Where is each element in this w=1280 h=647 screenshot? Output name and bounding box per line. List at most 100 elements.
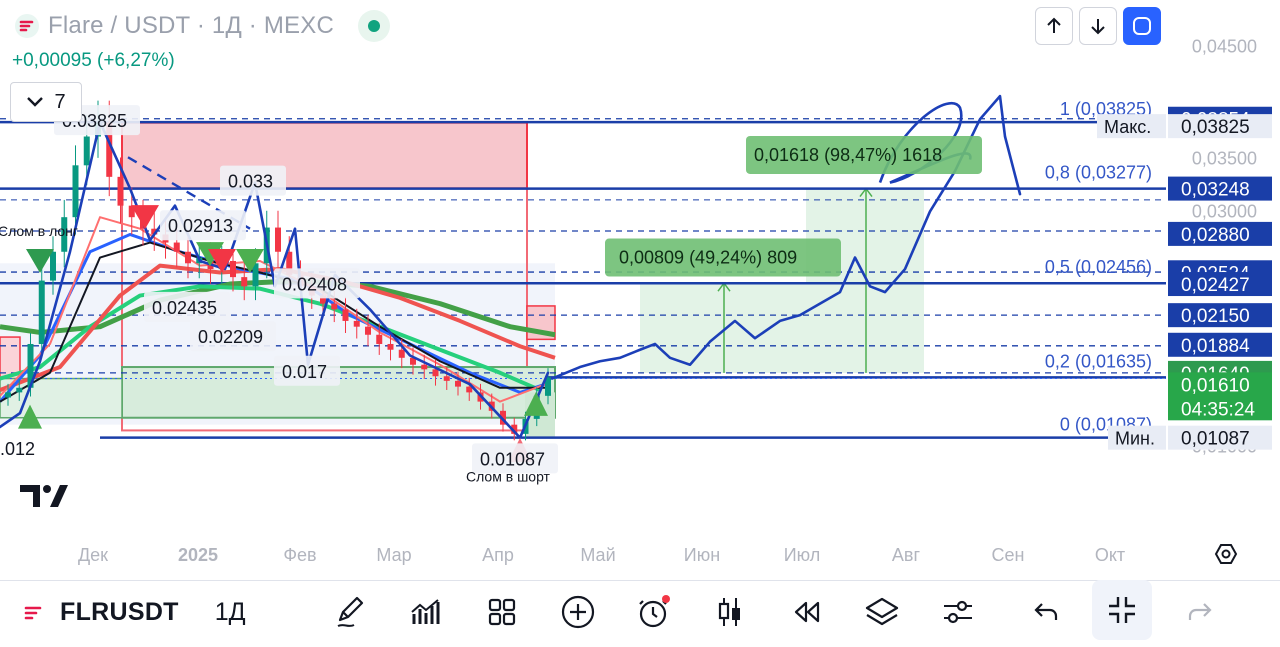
candle-body [410, 357, 416, 365]
price-tag [1168, 114, 1272, 139]
chart-header: Flare / USDT · 1Д · MEXC [14, 10, 390, 42]
layers-icon [865, 597, 899, 626]
candle-body [5, 392, 11, 398]
candle-body [241, 277, 248, 287]
chart-title[interactable]: Flare / USDT · 1Д · MEXC [48, 12, 334, 39]
candle-body [16, 387, 23, 393]
layers-button[interactable] [862, 592, 902, 632]
flare-logo-icon [15, 14, 39, 38]
symbol-selector[interactable]: FLRUSDT 1Д [22, 598, 246, 627]
candle-body [398, 349, 405, 358]
draw-tool-button[interactable] [330, 592, 370, 632]
sell-signal-marker [131, 205, 159, 230]
price-annotation-box [160, 210, 246, 241]
chart-type-button[interactable] [710, 592, 750, 632]
fib-level-label: 0,8 (0,03277) [1045, 162, 1152, 182]
price-annotation: 0.02408 [282, 274, 347, 294]
price-tag-label: 0,02427 [1181, 275, 1250, 296]
fib-level-label: 0,5 (0,02456) [1045, 257, 1152, 277]
fullscreen-exit-button[interactable] [1092, 580, 1152, 640]
redo-button[interactable] [1180, 592, 1220, 632]
candle-body [432, 369, 439, 377]
price-annotation: 0.017 [282, 362, 327, 382]
scroll-down-button[interactable] [1079, 7, 1117, 45]
fib-level-label: 0,2 (0,01635) [1045, 352, 1152, 372]
indicators-collapse-button[interactable]: 7 [10, 82, 82, 122]
candle-body [106, 122, 113, 177]
settings-button[interactable] [938, 592, 978, 632]
measure-area-2 [806, 188, 924, 373]
add-button[interactable] [558, 592, 598, 632]
y-axis-tick-label: 0,03500 [1192, 148, 1257, 168]
candle-body [275, 227, 281, 252]
candle-body [387, 343, 394, 350]
candle-body [286, 251, 293, 275]
price-annotation: 0.02913 [168, 216, 233, 236]
x-axis-tick-label: Сен [992, 545, 1025, 565]
chart-settings-icon[interactable] [1214, 544, 1238, 564]
dashed-trendline [127, 156, 251, 230]
price-change: +0,00095 (+6,27%) [12, 50, 175, 71]
price-annotation-box [144, 291, 230, 322]
timeframe-selector[interactable]: 1Д [214, 598, 246, 626]
price-annotation: .012 [0, 439, 35, 459]
alert-icon [639, 595, 670, 628]
candle-body [185, 251, 191, 264]
candle-body [117, 176, 124, 206]
flare-logo-icon [24, 606, 42, 619]
ma-100-line [0, 284, 541, 392]
drawing-mode-button[interactable] [1123, 7, 1161, 45]
price-annotation: Слом в шорт [466, 469, 551, 485]
candle-body [511, 424, 518, 434]
arrow-down-icon [1091, 19, 1105, 35]
candles-icon [718, 598, 740, 626]
arrow-up-icon [1047, 17, 1061, 33]
buy-signal-marker [196, 242, 224, 267]
price-tag-label: 0,01610 [1181, 375, 1250, 396]
indicators-button[interactable] [406, 592, 446, 632]
price-tag [1168, 332, 1272, 357]
price-annotation: 0.02435 [152, 298, 217, 318]
replay-icon [794, 601, 820, 623]
candle-body [320, 295, 326, 304]
indicators-icon [411, 599, 440, 624]
price-tag [1168, 221, 1272, 246]
chevron-down-icon [27, 97, 44, 107]
ema-line [0, 241, 545, 403]
measure-label: 0,00809 (49,24%) 809 [619, 248, 797, 268]
axis-side-label-box [1097, 114, 1166, 139]
candle-body [230, 260, 236, 278]
candle-body [252, 263, 259, 287]
x-axis-tick-label: Дек [78, 545, 108, 565]
ma-200-line [0, 278, 556, 338]
indicators-count: 7 [54, 90, 66, 113]
candle-body [331, 303, 338, 310]
supply-zone [121, 121, 528, 190]
ema-fast-line [0, 216, 546, 403]
axis-side-label: Макс. [1104, 117, 1151, 137]
fib-level-label: 1 (0,03825) [1060, 99, 1152, 119]
price-tag [1168, 303, 1272, 328]
price-annotation-box [472, 443, 558, 474]
candle-body [128, 205, 135, 218]
alert-button[interactable] [634, 592, 674, 632]
gear-center [1221, 549, 1231, 559]
scroll-up-button[interactable] [1035, 7, 1073, 45]
x-axis-tick-label: Июн [684, 545, 720, 565]
undo-button[interactable] [1026, 592, 1066, 632]
candle-body [545, 377, 551, 396]
candle-body [27, 343, 34, 388]
axis-side-label-box [1108, 425, 1166, 450]
candle-body [61, 217, 68, 252]
price-annotation: 0.01087 [480, 449, 545, 469]
layout-icon [488, 598, 516, 626]
price-tag-countdown: 04:35:24 [1181, 399, 1255, 420]
candle-body [72, 165, 79, 218]
layout-button[interactable] [482, 592, 522, 632]
y-axis-tick-label: 0,03000 [1192, 201, 1257, 221]
measure-label-box [746, 135, 982, 174]
price-tag-label: 0,02880 [1181, 225, 1250, 246]
replay-button[interactable] [786, 592, 826, 632]
settings-icon [944, 600, 972, 624]
